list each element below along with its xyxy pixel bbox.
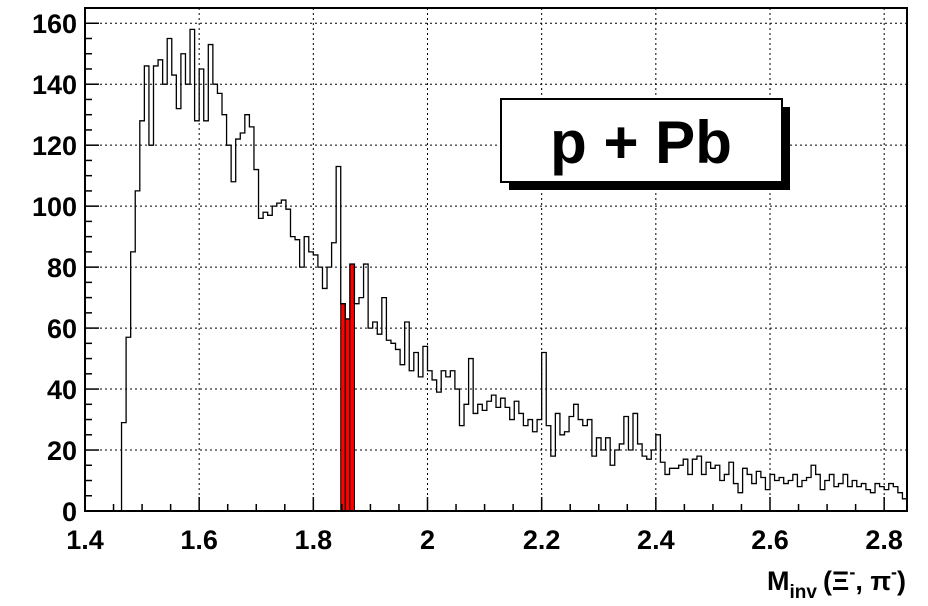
highlight-bin	[340, 303, 346, 512]
x-axis-label-main: M	[767, 566, 790, 596]
x-axis-label-sup-1: -	[849, 562, 855, 582]
legend-box: p + Pb	[500, 98, 790, 190]
x-axis-label-arg-3: )	[897, 566, 906, 596]
x-tick-label: 2.2	[523, 525, 561, 555]
y-tick-label: 120	[32, 131, 77, 161]
x-axis-label-sup-2: -	[891, 562, 897, 582]
legend-text: p + Pb	[550, 109, 732, 176]
x-axis-label: Minv (Ξ-, π-)	[767, 562, 906, 603]
y-tick-label: 100	[32, 192, 77, 222]
y-tick-label: 40	[47, 375, 77, 405]
y-tick-label: 0	[62, 497, 77, 527]
y-tick-label: 80	[47, 253, 77, 283]
legend-frame	[500, 98, 783, 183]
highlight-bin	[349, 263, 355, 512]
y-tick-label: 60	[47, 314, 77, 344]
y-tick-labels: 0 20 40 60 80 100 120 140 160	[32, 9, 77, 527]
x-tick-label: 2.4	[637, 525, 675, 555]
y-tick-label: 160	[32, 9, 77, 39]
x-axis-label-arg-2: , π	[855, 566, 891, 596]
x-tick-label: 2.8	[865, 525, 903, 555]
plot-frame	[84, 7, 908, 512]
x-axis-label-arg-1: (Ξ	[823, 566, 849, 596]
y-tick-label: 140	[32, 70, 77, 100]
axis-ticks	[84, 7, 885, 512]
x-tick-label: 1.8	[295, 525, 333, 555]
grid-lines	[85, 8, 907, 511]
histogram-line	[85, 28, 907, 512]
x-axis-label-subscript: inv	[789, 582, 817, 603]
x-tick-label: 1.4	[66, 525, 104, 555]
x-tick-labels: 1.4 1.6 1.8 2 2.2 2.4 2.6 2.8	[66, 525, 903, 555]
x-tick-label: 2.6	[751, 525, 789, 555]
x-tick-label: 2	[420, 525, 435, 555]
x-tick-label: 1.6	[180, 525, 218, 555]
highlight-bin	[344, 318, 351, 512]
highlight-bins	[340, 263, 355, 512]
y-tick-label: 20	[47, 436, 77, 466]
